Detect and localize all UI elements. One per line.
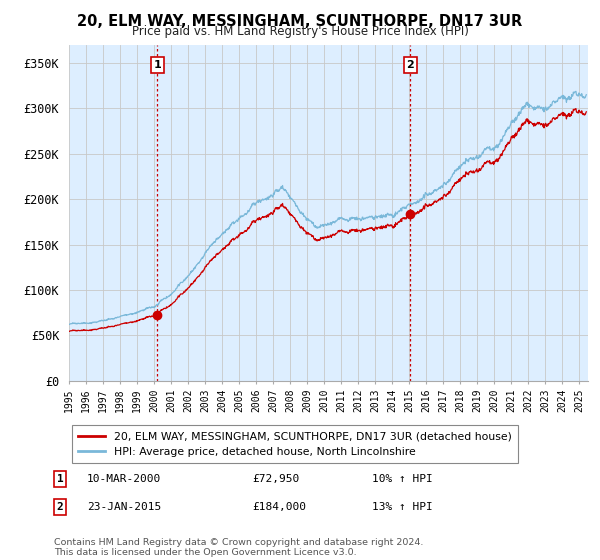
Text: 10% ↑ HPI: 10% ↑ HPI xyxy=(372,474,433,484)
Text: Price paid vs. HM Land Registry's House Price Index (HPI): Price paid vs. HM Land Registry's House … xyxy=(131,25,469,38)
Text: £72,950: £72,950 xyxy=(252,474,299,484)
Text: Contains HM Land Registry data © Crown copyright and database right 2024.
This d: Contains HM Land Registry data © Crown c… xyxy=(54,538,424,557)
Text: 1: 1 xyxy=(154,60,161,70)
Legend: 20, ELM WAY, MESSINGHAM, SCUNTHORPE, DN17 3UR (detached house), HPI: Average pri: 20, ELM WAY, MESSINGHAM, SCUNTHORPE, DN1… xyxy=(72,425,518,463)
Text: 1: 1 xyxy=(56,474,64,484)
Text: 13% ↑ HPI: 13% ↑ HPI xyxy=(372,502,433,512)
Text: £184,000: £184,000 xyxy=(252,502,306,512)
Text: 2: 2 xyxy=(406,60,414,70)
Text: 2: 2 xyxy=(56,502,64,512)
Text: 20, ELM WAY, MESSINGHAM, SCUNTHORPE, DN17 3UR: 20, ELM WAY, MESSINGHAM, SCUNTHORPE, DN1… xyxy=(77,14,523,29)
Text: 10-MAR-2000: 10-MAR-2000 xyxy=(87,474,161,484)
Text: 23-JAN-2015: 23-JAN-2015 xyxy=(87,502,161,512)
